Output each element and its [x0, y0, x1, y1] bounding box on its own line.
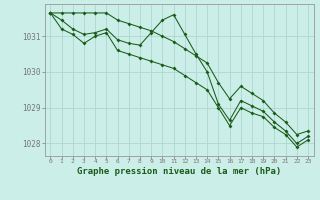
- X-axis label: Graphe pression niveau de la mer (hPa): Graphe pression niveau de la mer (hPa): [77, 167, 281, 176]
